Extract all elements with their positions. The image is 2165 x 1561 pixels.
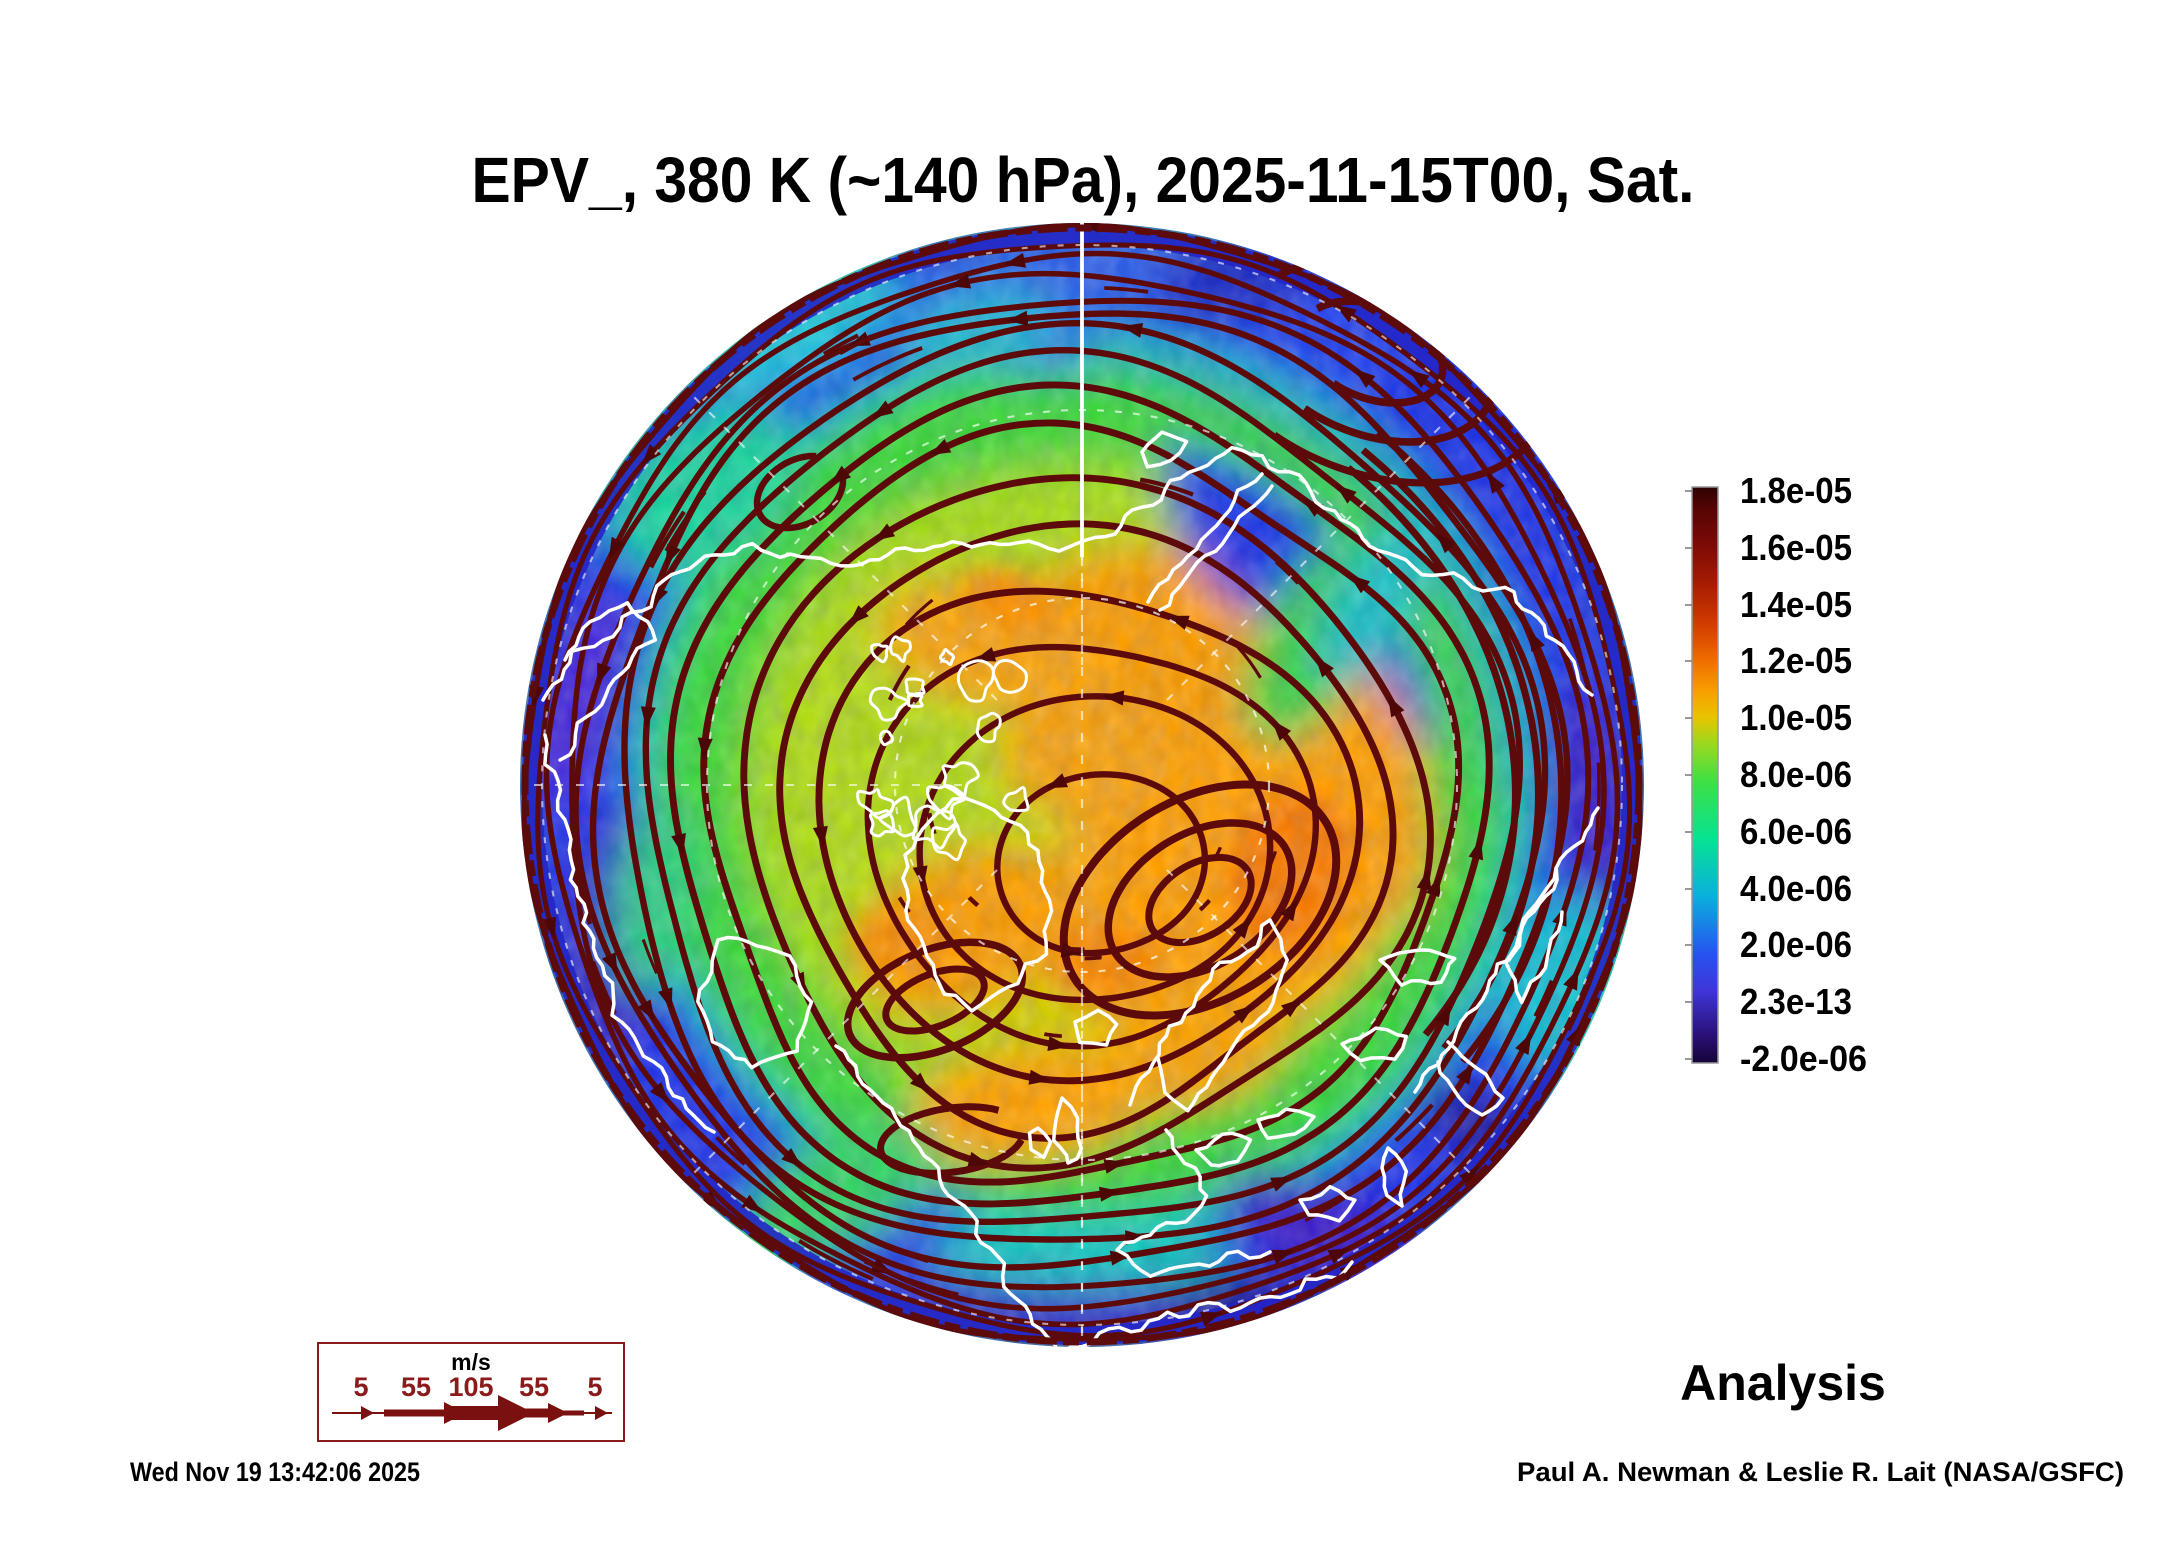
svg-text:6.0e-06: 6.0e-06 [1740,811,1852,852]
svg-text:1.0e-05: 1.0e-05 [1740,697,1852,738]
svg-text:1.8e-05: 1.8e-05 [1740,470,1852,511]
svg-text:55: 55 [519,1372,549,1402]
svg-text:8.0e-06: 8.0e-06 [1740,754,1852,795]
svg-text:1.4e-05: 1.4e-05 [1740,584,1852,625]
svg-text:m/s: m/s [451,1349,491,1375]
svg-text:5: 5 [353,1372,368,1402]
svg-text:55: 55 [401,1372,431,1402]
svg-text:Analysis: Analysis [1680,1355,1886,1411]
svg-text:5: 5 [587,1372,602,1402]
svg-text:EPV_, 380 K (~140 hPa), 2025-1: EPV_, 380 K (~140 hPa), 2025-11-15T00, S… [472,144,1695,216]
svg-text:Wed Nov 19 13:42:06 2025: Wed Nov 19 13:42:06 2025 [130,1457,420,1487]
svg-text:105: 105 [448,1372,493,1402]
svg-text:Paul A. Newman & Leslie R. Lai: Paul A. Newman & Leslie R. Lait (NASA/GS… [1517,1457,2124,1487]
svg-text:2.3e-13: 2.3e-13 [1740,981,1852,1022]
svg-text:2.0e-06: 2.0e-06 [1740,924,1852,965]
svg-text:1.2e-05: 1.2e-05 [1740,640,1852,681]
svg-text:1.6e-05: 1.6e-05 [1740,527,1852,568]
svg-text:-2.0e-06: -2.0e-06 [1740,1038,1867,1079]
svg-text:4.0e-06: 4.0e-06 [1740,868,1852,909]
